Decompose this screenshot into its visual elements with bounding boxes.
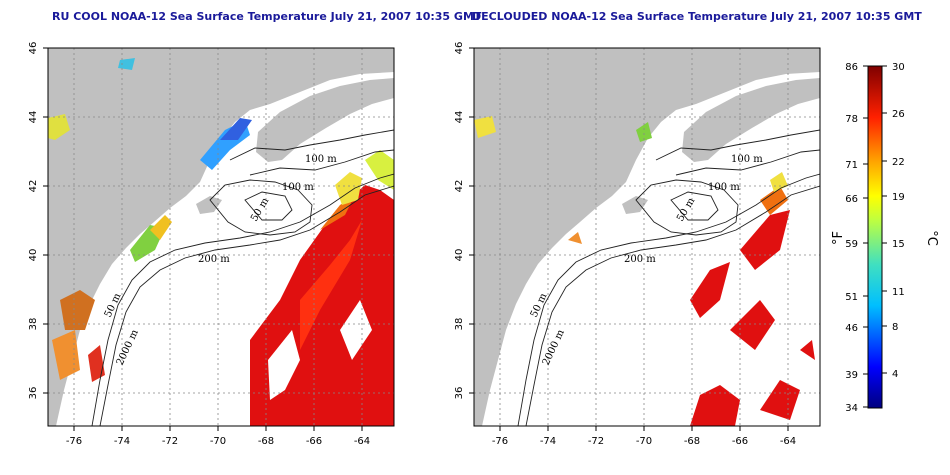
land-mass-nova-scotia [682, 78, 820, 162]
right-grid-lines [474, 48, 820, 426]
left-grid-lines [48, 48, 394, 426]
sst-patches [474, 116, 815, 426]
left-plot-frame [47, 47, 395, 427]
y-tick-label: 44 [454, 111, 465, 124]
celsius-tick: 11 [892, 287, 905, 298]
x-tick-label: -66 [306, 436, 322, 447]
land-mass-cape-cod [196, 196, 222, 214]
fahrenheit-tick: 46 [845, 323, 858, 334]
x-tick-label: -72 [162, 436, 178, 447]
x-tick-label: -70 [636, 436, 652, 447]
temperature-colorbar: 86 78 71 66 59 51 46 39 34 30 26 22 19 1… [831, 62, 939, 414]
celsius-tick: 4 [892, 369, 898, 380]
y-tick-label: 38 [454, 318, 465, 331]
land-mass-nova-scotia [256, 78, 394, 162]
x-tick-label: -76 [492, 436, 508, 447]
left-tick-marks [43, 47, 363, 431]
left-panel-title: RU COOL NOAA-12 Sea Surface Temperature … [52, 10, 482, 23]
y-tick-label: 40 [28, 249, 39, 262]
fahrenheit-tick: 51 [845, 292, 858, 303]
fahrenheit-tick: 71 [845, 160, 858, 171]
x-tick-label: -70 [210, 436, 226, 447]
x-tick-label: -64 [780, 436, 796, 447]
right-panel-title: DECLOUDED NOAA-12 Sea Surface Temperatur… [472, 10, 922, 23]
left-map-panel: 100 m 100 m 50 m 200 m 50 m 2000 m -76 -… [28, 42, 395, 447]
colorbar-gradient [867, 65, 883, 409]
x-tick-label: -68 [258, 436, 274, 447]
y-tick-label: 46 [28, 42, 39, 55]
celsius-unit-label: °C [924, 230, 939, 246]
land-mass [474, 48, 820, 426]
right-map-panel: 100 m 100 m 50 m 200 m 50 m 2000 m -76 -… [454, 42, 821, 447]
y-tick-label: 36 [28, 387, 39, 400]
y-tick-label: 46 [454, 42, 465, 55]
x-tick-label: -72 [588, 436, 604, 447]
y-tick-label: 42 [454, 180, 465, 193]
x-tick-label: -64 [354, 436, 370, 447]
contour-label: 100 m [305, 154, 337, 165]
celsius-tick: 19 [892, 192, 905, 203]
x-tick-label: -66 [732, 436, 748, 447]
contour-label: 100 m [731, 154, 763, 165]
celsius-tick: 22 [892, 157, 905, 168]
fahrenheit-tick: 66 [845, 194, 858, 205]
fahrenheit-tick: 39 [845, 370, 858, 381]
fahrenheit-tick: 86 [845, 62, 858, 73]
contour-label: 200 m [624, 254, 656, 265]
celsius-tick: 26 [892, 109, 905, 120]
x-tick-label: -68 [684, 436, 700, 447]
celsius-tick: 8 [892, 322, 898, 333]
x-tick-label: -76 [66, 436, 82, 447]
right-bathymetry-contours [517, 129, 820, 426]
y-tick-label: 38 [28, 318, 39, 331]
contour-label: 100 m [708, 182, 740, 193]
land-mass [48, 48, 394, 426]
contour-label: 100 m [282, 182, 314, 193]
x-tick-label: -74 [114, 436, 130, 447]
y-tick-label: 36 [454, 387, 465, 400]
y-tick-label: 40 [454, 249, 465, 262]
right-tick-marks [469, 47, 789, 431]
y-tick-label: 42 [28, 180, 39, 193]
fahrenheit-tick: 78 [845, 114, 858, 125]
celsius-tick: 15 [892, 239, 905, 250]
celsius-tick: 30 [892, 62, 905, 73]
fahrenheit-tick: 59 [845, 239, 858, 250]
contour-label: 200 m [198, 254, 230, 265]
x-tick-label: -74 [540, 436, 556, 447]
fahrenheit-tick: 34 [845, 403, 858, 414]
fahrenheit-unit-label: °F [831, 231, 846, 245]
land-mass-cape-cod [622, 196, 648, 214]
y-tick-label: 44 [28, 111, 39, 124]
right-plot-frame [473, 47, 821, 427]
left-bathymetry-contours [91, 129, 394, 426]
